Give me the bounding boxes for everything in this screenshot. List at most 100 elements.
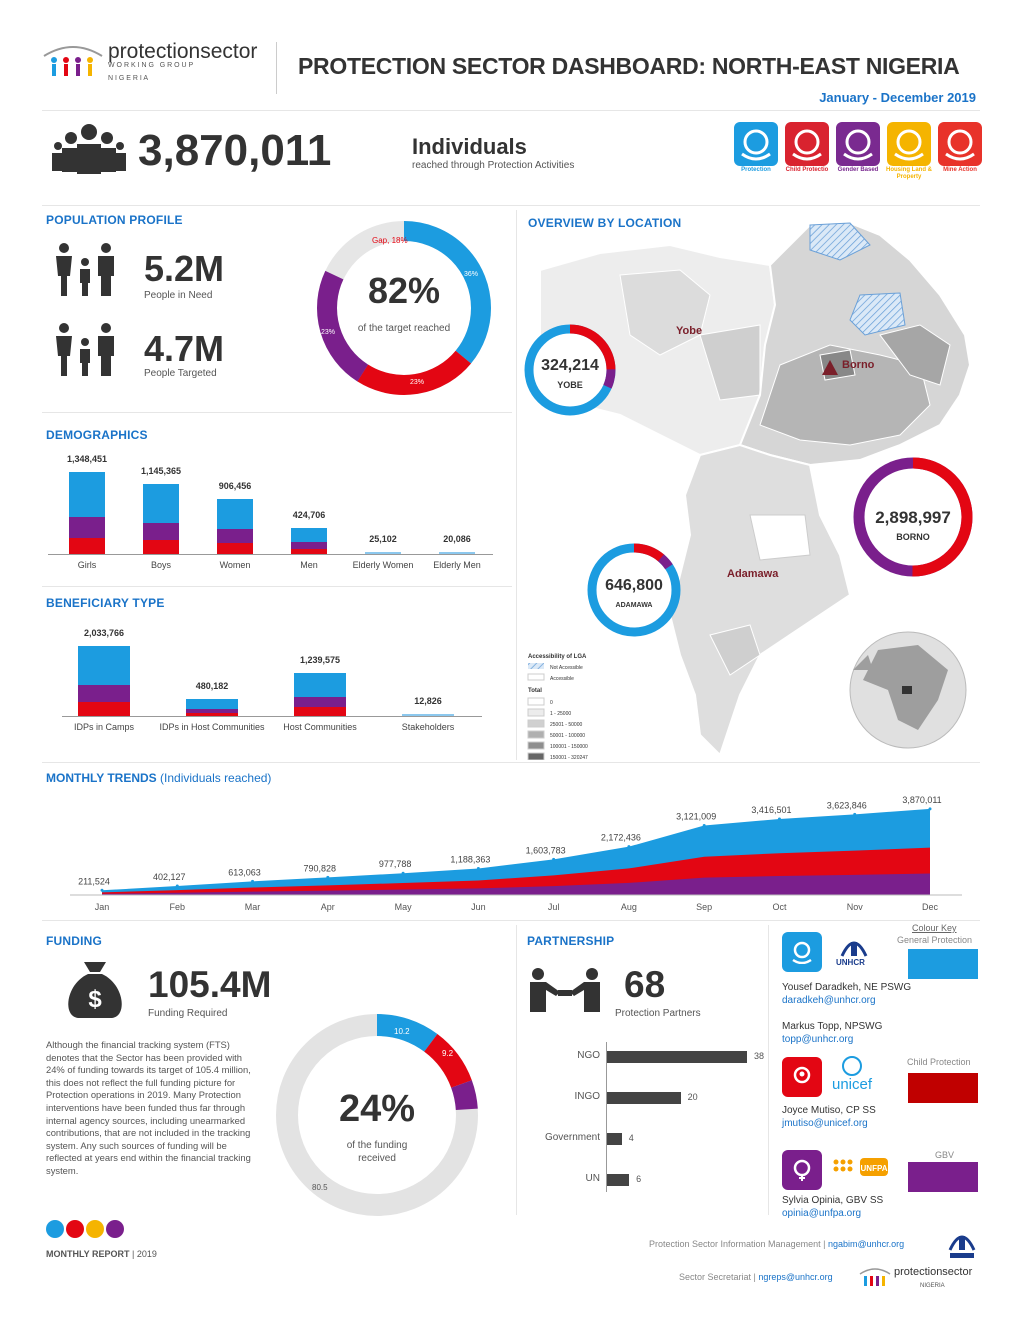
headline-count: 3,870,011 [138, 126, 332, 175]
key-gp-label: General Protection [897, 935, 973, 945]
adamawa-region [668, 443, 852, 757]
key-gp-swatch [908, 949, 978, 979]
contact2-email[interactable]: topp@unhcr.org [782, 1034, 854, 1045]
gap-label: Gap, 18% [372, 236, 408, 245]
unhcr-emblem-icon [840, 941, 868, 957]
aor-label-0: Protection [741, 167, 771, 173]
trend-data-label: 402,127 [153, 872, 186, 882]
unfpa-logo-icon: UNFPA [833, 1158, 888, 1176]
footer-sec-text: Sector Secretariat | [679, 1272, 756, 1282]
target-pct: 82% [367, 270, 441, 311]
beneficiary-category-label: Host Communities [283, 722, 357, 732]
trend-data-label: 3,416,501 [751, 805, 791, 815]
trend-point [853, 812, 857, 816]
demographics-bar-seg [69, 537, 105, 554]
demographics-bar [143, 484, 179, 554]
legend-item-label: 100001 - 150000 [550, 744, 588, 750]
trend-data-label: 977,788 [379, 859, 412, 869]
legend-item-label: 150001 - 320247 [550, 755, 588, 760]
funding-text: Although the financial tracking system (… [46, 1039, 251, 1176]
contact3-email[interactable]: jmutiso@unicef.org [782, 1118, 868, 1129]
trend-month-label: Oct [772, 902, 787, 912]
trend-month-label: Mar [245, 902, 261, 912]
child-icon [785, 122, 829, 166]
adamawa-donut: 646,800 ADAMAWA [587, 543, 681, 637]
demographics-category-label: Girls [77, 560, 97, 570]
child-protection-icon [782, 1057, 822, 1097]
trend-month-label: Jan [95, 902, 110, 912]
key-cp-label: Child Protection [907, 1057, 971, 1067]
demographics-bar-seg [291, 542, 327, 549]
legend-swatch [527, 719, 545, 728]
beneficiary-bar-seg [186, 708, 238, 713]
demographics-title: DEMOGRAPHICS [46, 428, 148, 442]
trend-point [702, 824, 706, 828]
people-logo-icon [43, 46, 103, 76]
trend-area-purple [102, 873, 930, 895]
yobe-value: 324,214 [541, 357, 599, 374]
borno-label: Borno [842, 359, 875, 371]
funding-title: FUNDING [46, 934, 103, 948]
demographics-category-label: Men [300, 560, 318, 570]
aor-label-2: Gender Based [837, 167, 879, 173]
demographics-category-label: Elderly Women [352, 560, 414, 570]
demographics-bar-seg [439, 553, 475, 554]
unicef-logo: unicef [832, 1076, 873, 1093]
colour-key-label: Colour Key [912, 923, 957, 933]
population-title: POPULATION PROFILE [46, 213, 183, 227]
demographics-bar [217, 498, 253, 554]
trend-data-label: 3,623,846 [827, 800, 867, 810]
beneficiary-bar-seg [402, 715, 454, 716]
beneficiary-bar-seg [294, 707, 346, 716]
trend-point [175, 884, 179, 888]
seg-blue-label: 36% [464, 271, 478, 278]
globe-icon [849, 631, 967, 749]
trend-data-label: 211,524 [78, 876, 110, 886]
funding-seg-purple [276, 1014, 478, 1216]
funding-pct-label1: of the funding [346, 1140, 408, 1151]
demographics-bar-seg [291, 548, 327, 554]
demographics-bar [291, 528, 327, 554]
demographics-category-label: Boys [150, 560, 171, 570]
targeted-value: 4.7M [144, 328, 225, 369]
beneficiary-title: BENEFICIARY TYPE [46, 596, 165, 610]
monthly-subtitle: (Individuals reached) [160, 771, 272, 785]
partner-value-label: 20 [687, 1092, 698, 1102]
pin-label: People in Need [144, 290, 213, 301]
demographics-bar-seg [365, 553, 401, 554]
demographics-value-label: 25,102 [369, 534, 397, 544]
footer-sec-email[interactable]: ngreps@unhcr.org [758, 1272, 833, 1282]
demographics-bar-seg [69, 517, 105, 538]
trend-data-label: 2,172,436 [601, 833, 641, 843]
donut-seg-purple [317, 221, 491, 395]
trend-month-label: Sep [696, 902, 712, 912]
house-icon [887, 122, 931, 166]
legend-item-label: 1 - 25000 [550, 711, 571, 717]
demographics-bar [365, 552, 401, 554]
contact1-email[interactable]: daradkeh@unhcr.org [782, 995, 876, 1006]
contact4-email[interactable]: opinia@unfpa.org [782, 1208, 862, 1219]
dot-yellow [86, 1220, 104, 1238]
beneficiary-category-label: Stakeholders [401, 722, 455, 732]
beneficiary-bar-seg [294, 696, 346, 708]
partners-label: Protection Partners [615, 1008, 701, 1019]
trend-month-label: Dec [922, 902, 939, 912]
beneficiary-value-label: 12,826 [414, 696, 442, 706]
maiduguri-marker-icon [822, 360, 838, 375]
funding-pct: 24% [338, 1088, 416, 1130]
trend-data-label: 1,603,783 [526, 845, 566, 855]
mine-icon [938, 122, 982, 166]
pin-value: 5.2M [144, 248, 225, 289]
trend-month-label: Aug [621, 902, 637, 912]
footer-year: 2019 [136, 1249, 157, 1259]
seg-purple-label: 23% [321, 329, 335, 336]
footer-im-text: Protection Sector Information Management… [649, 1239, 826, 1249]
money-bag-icon: $ [68, 962, 122, 1018]
beneficiary-bar [186, 699, 238, 716]
trend-data-label: 1,188,363 [450, 855, 490, 865]
beneficiary-bar [294, 673, 346, 716]
borno-tag: BORNO [896, 532, 930, 542]
footer-im-email[interactable]: ngabim@unhcr.org [827, 1239, 905, 1249]
svg-text:$: $ [88, 986, 102, 1013]
unhcr-logo: UNHCR [836, 958, 865, 967]
